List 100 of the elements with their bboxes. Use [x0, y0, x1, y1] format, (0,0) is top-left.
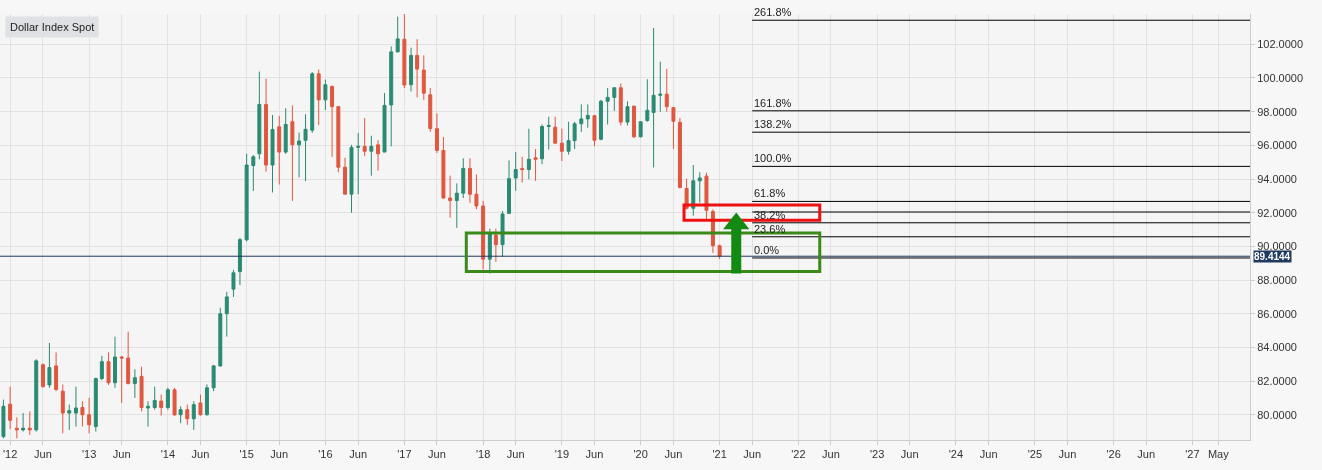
candlestick — [658, 61, 663, 113]
candlestick — [191, 400, 196, 431]
x-tick-label: '17 — [397, 448, 412, 461]
candlestick — [421, 54, 426, 101]
candlestick — [428, 87, 433, 133]
candlestick — [579, 103, 584, 133]
x-tick-label: Jun — [191, 448, 210, 461]
x-tick-label: Jun — [979, 448, 998, 461]
candlestick — [146, 400, 150, 428]
candlestick — [415, 38, 420, 98]
y-tick-label: 90.0000 — [1257, 240, 1297, 253]
candlestick — [73, 386, 78, 428]
candlestick — [244, 153, 249, 242]
candlestick — [297, 132, 302, 178]
candlestick — [21, 412, 26, 433]
candlestick — [618, 83, 623, 126]
x-tick-label: Jun — [506, 448, 525, 461]
candlestick — [651, 27, 656, 168]
candlestick — [389, 45, 394, 147]
candlestick — [277, 115, 282, 186]
candlestick — [612, 87, 617, 112]
x-tick-label: Jun — [1058, 448, 1077, 461]
x-tick-label: '24 — [948, 448, 964, 461]
x-tick-label: Jun — [428, 448, 446, 461]
y-tick-label: 102.0000 — [1257, 38, 1304, 51]
candlestick — [697, 171, 702, 204]
x-tick-label: Jun — [822, 448, 840, 461]
candlestick — [625, 100, 630, 126]
candlestick — [356, 132, 361, 195]
x-tick-label: '20 — [633, 448, 648, 461]
candlestick — [343, 157, 348, 195]
candlestick — [211, 364, 216, 392]
candlestick — [132, 368, 137, 399]
candlestick — [1, 399, 6, 439]
candlestick — [546, 116, 551, 151]
candlestick — [126, 331, 131, 385]
candlestick — [645, 78, 650, 123]
x-tick-label: '22 — [791, 448, 806, 461]
candlestick — [80, 400, 85, 428]
y-tick-label: 98.0000 — [1257, 105, 1297, 118]
candlestick — [224, 291, 229, 338]
candlestick — [316, 69, 321, 126]
candlestick — [461, 157, 466, 199]
candlestick — [106, 351, 111, 386]
candlestick — [231, 269, 236, 298]
y-tick-label: 82.0000 — [1257, 374, 1297, 387]
candlestick — [204, 383, 209, 417]
annotation: 261.8% — [754, 6, 792, 18]
annotation: 61.8% — [754, 187, 786, 199]
candlestick — [369, 135, 374, 177]
candlestick — [493, 228, 498, 263]
candlestick — [376, 139, 381, 172]
candlestick — [264, 78, 269, 173]
candlestick — [598, 99, 603, 141]
candlestick — [303, 113, 308, 182]
x-tick-label: '19 — [554, 448, 570, 461]
candlestick — [481, 200, 486, 270]
candlestick — [507, 159, 511, 215]
x-tick-label: '27 — [1185, 448, 1200, 461]
candlestick — [638, 121, 643, 139]
candlestick — [310, 71, 315, 134]
candlestick — [513, 151, 518, 192]
candlestick — [159, 394, 164, 417]
candlestick — [290, 104, 295, 202]
candlestick — [113, 336, 117, 389]
candlestick — [454, 182, 459, 229]
candlestick — [441, 136, 446, 200]
candlestick — [218, 307, 223, 368]
candlestick — [336, 106, 341, 173]
y-tick-label: 96.0000 — [1257, 139, 1297, 152]
candlestick — [409, 47, 414, 92]
candlestick — [434, 112, 439, 154]
x-tick-label: '16 — [318, 448, 333, 461]
x-tick-label: Jun — [349, 448, 368, 461]
candlestick — [691, 164, 696, 217]
candlestick — [487, 228, 492, 275]
candlestick — [671, 107, 676, 150]
y-tick-label: 80.0000 — [1257, 408, 1297, 421]
candlestick — [402, 14, 407, 89]
candlestick — [270, 114, 275, 193]
x-tick-label: Jun — [34, 448, 52, 461]
annotation: 100.0% — [754, 152, 792, 164]
x-tick-label: May — [1207, 448, 1230, 461]
candlestick — [382, 92, 387, 153]
x-tick-label: Jun — [743, 448, 762, 461]
candlestick — [87, 397, 92, 434]
candlestick — [677, 117, 682, 189]
candlestick — [67, 404, 72, 431]
x-tick-label: Jun — [112, 448, 131, 461]
candlestick — [152, 386, 157, 411]
candlestick — [526, 128, 531, 180]
ref-line-label: 89.4144 — [1254, 251, 1291, 262]
annotation: 0.0% — [754, 244, 780, 256]
candlestick — [585, 103, 590, 129]
candlestick — [349, 144, 354, 214]
candlestick — [631, 105, 636, 139]
candlestick — [283, 107, 288, 155]
x-tick-label: '12 — [2, 448, 18, 461]
candlestick — [8, 386, 13, 430]
candlestick — [237, 237, 242, 286]
